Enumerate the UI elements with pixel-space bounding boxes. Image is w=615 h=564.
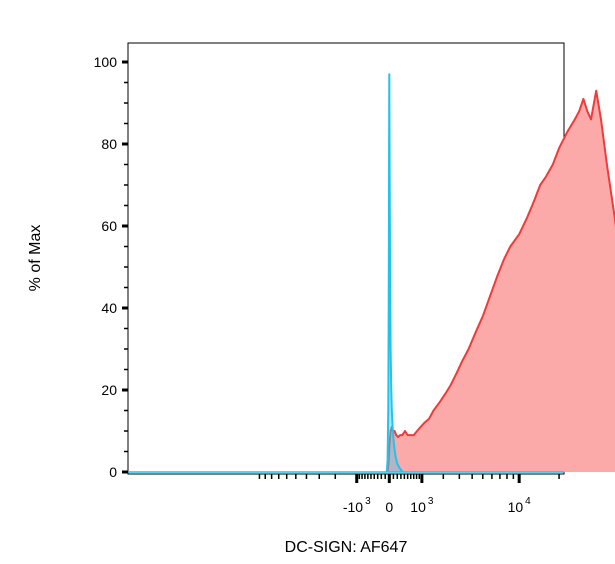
- x-axis: -1030103104105: [258, 474, 560, 515]
- y-axis: 0 20 40 60 80 100: [94, 54, 128, 480]
- x-tick-label: 10 3: [410, 496, 434, 515]
- series-2-line: [385, 73, 404, 473]
- histogram-areas: [128, 73, 615, 473]
- y-tick-label: 40: [101, 300, 117, 316]
- y-axis-title: % of Max: [27, 225, 44, 292]
- series-1-area: [387, 90, 615, 472]
- x-tick-label: 0: [385, 499, 393, 515]
- x-axis-title: DC-SIGN: AF647: [285, 539, 408, 556]
- y-tick-label: 60: [101, 218, 117, 234]
- x-tick-label: -10 3: [343, 496, 371, 515]
- y-tick-label: 20: [101, 382, 117, 398]
- y-tick-label: 100: [94, 54, 118, 70]
- y-tick-label: 0: [109, 464, 117, 480]
- y-tick-label: 80: [101, 136, 117, 152]
- series-1-line: [386, 89, 615, 473]
- x-tick-label: 10 4: [508, 496, 532, 515]
